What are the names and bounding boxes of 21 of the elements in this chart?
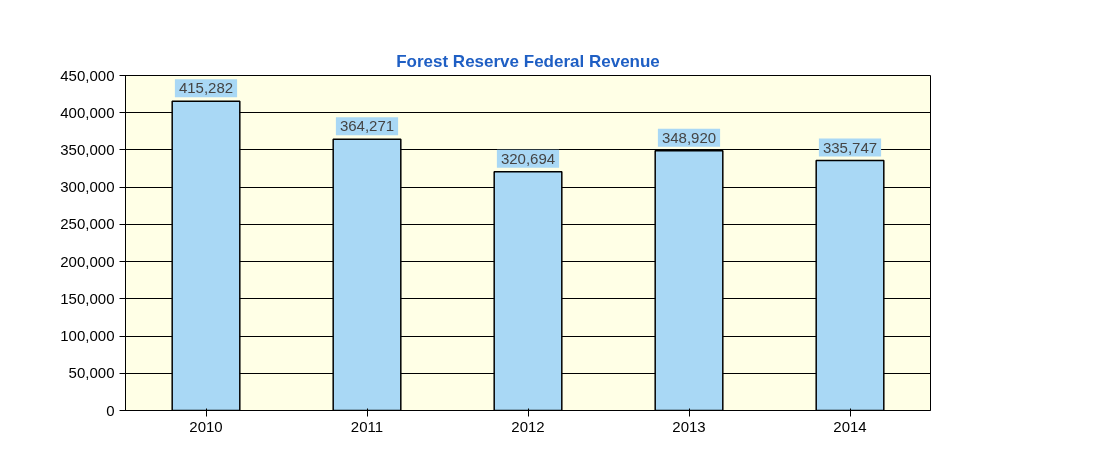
y-tick-label: 300,000 bbox=[60, 178, 115, 196]
data-label: 320,694 bbox=[500, 149, 556, 167]
y-tick-label: 100,000 bbox=[60, 327, 115, 345]
y-tick-label: 350,000 bbox=[60, 140, 115, 158]
y-tick-label: 400,000 bbox=[60, 103, 115, 121]
data-label: 415,282 bbox=[178, 79, 234, 97]
y-tick-label: 0 bbox=[106, 401, 115, 419]
data-label: 348,920 bbox=[661, 128, 717, 146]
chart-title: Forest Reserve Federal Revenue bbox=[396, 51, 660, 71]
y-tick-label: 450,000 bbox=[60, 66, 115, 84]
x-tick-label: 2013 bbox=[672, 417, 706, 435]
x-tick-label: 2010 bbox=[189, 417, 223, 435]
data-label: 335,747 bbox=[822, 138, 878, 156]
y-tick-label: 200,000 bbox=[60, 252, 115, 270]
y-tick-label: 150,000 bbox=[60, 289, 115, 307]
y-tick-label: 50,000 bbox=[68, 364, 115, 382]
y-tick-label: 250,000 bbox=[60, 215, 115, 233]
data-label: 364,271 bbox=[339, 117, 395, 135]
x-tick-label: 2014 bbox=[833, 417, 867, 435]
x-tick-label: 2012 bbox=[511, 417, 545, 435]
x-tick-label: 2011 bbox=[350, 417, 384, 435]
